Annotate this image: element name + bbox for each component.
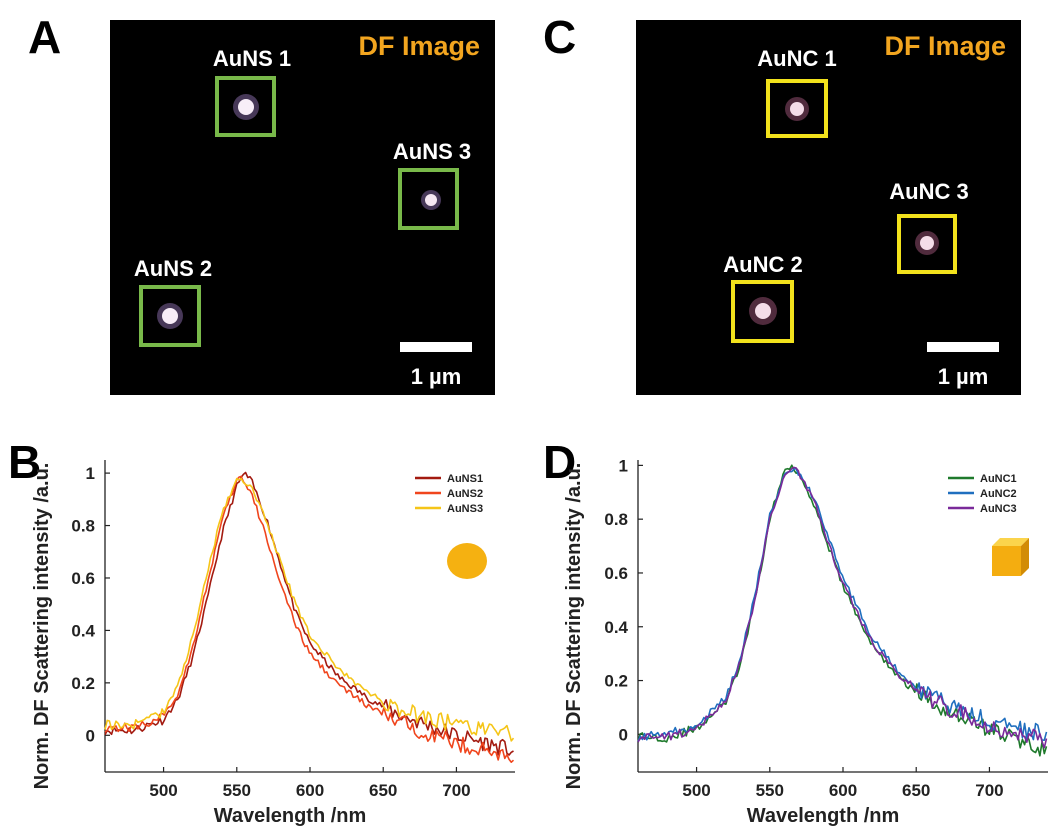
chart-b-legend: AuNS1 AuNS2 AuNS3 xyxy=(415,473,483,515)
y-tick-label: 0.8 xyxy=(71,517,95,536)
particle-label: AuNC 3 xyxy=(889,179,968,204)
y-axis-label: Norm. DF Scattering intensity /a.u. xyxy=(563,463,585,790)
y-tick-label: 0 xyxy=(619,725,628,744)
df-image-title: DF Image xyxy=(358,31,480,61)
series-line-auns3 xyxy=(104,477,515,742)
legend-label: AuNS1 xyxy=(447,473,483,485)
particle-label: AuNS 1 xyxy=(213,46,291,71)
sphere-icon xyxy=(447,543,487,579)
particle-aunc-2: AuNC 2 xyxy=(723,252,803,343)
chart-d-legend: AuNC1 AuNC2 AuNC3 xyxy=(948,473,1017,515)
legend-label: AuNS2 xyxy=(447,488,483,500)
df-image-panel-c: DF Image AuNC 1 AuNC 3 AuNC 2 1 µm xyxy=(636,20,1021,395)
selection-box xyxy=(139,285,201,347)
chart-d-axes: 500 550 600 650 700 0 0.2 0.4 0.6 0.8 1 Wavelength … xyxy=(563,456,1048,827)
y-tick-label: 0 xyxy=(86,726,95,745)
df-image-panel-a: DF Image AuNS 1 AuNS 3 AuNS 2 1 µm xyxy=(110,20,495,395)
particle-auns-3: AuNS 3 xyxy=(393,139,471,230)
scale-bar xyxy=(400,342,472,352)
x-tick-label: 500 xyxy=(682,781,710,800)
y-tick-label: 0.6 xyxy=(71,569,95,588)
selection-box xyxy=(215,76,276,137)
series-line-auns2 xyxy=(104,475,515,763)
chart-d: 500 550 600 650 700 0 0.2 0.4 0.6 0.8 1 Wavelength … xyxy=(563,456,1048,827)
x-tick-label: 650 xyxy=(902,781,930,800)
y-tick-label: 0.4 xyxy=(71,621,95,640)
panel-letter-b: B xyxy=(8,436,41,488)
legend-label: AuNS3 xyxy=(447,503,483,515)
x-axis-label: Wavelength /nm xyxy=(747,805,900,826)
legend-label: AuNC1 xyxy=(980,473,1017,485)
y-tick-label: 1 xyxy=(619,456,628,475)
legend-label: AuNC2 xyxy=(980,488,1017,500)
particle-label: AuNS 3 xyxy=(393,139,471,164)
chart-b-axes: 500 550 600 650 700 0 0.2 0.4 0.6 0.8 1 Wavelength … xyxy=(31,460,515,827)
x-tick-label: 700 xyxy=(442,781,470,800)
y-tick-label: 0.8 xyxy=(604,510,628,529)
series-line-aunc3 xyxy=(637,466,1048,749)
particle-label: AuNC 1 xyxy=(757,46,836,71)
x-tick-label: 700 xyxy=(975,781,1003,800)
legend-label: AuNC3 xyxy=(980,503,1017,515)
df-image-background xyxy=(636,20,1021,395)
x-axis-label: Wavelength /nm xyxy=(214,805,367,826)
scale-bar-label: 1 µm xyxy=(411,364,462,389)
selection-box xyxy=(731,280,794,343)
chart-b-series xyxy=(104,471,515,763)
x-tick-label: 600 xyxy=(296,781,324,800)
x-tick-label: 500 xyxy=(149,781,177,800)
selection-box xyxy=(766,79,828,138)
x-tick-label: 600 xyxy=(829,781,857,800)
y-tick-label: 0.6 xyxy=(604,564,628,583)
x-tick-label: 650 xyxy=(369,781,397,800)
x-tick-label: 550 xyxy=(756,781,784,800)
particle-label: AuNC 2 xyxy=(723,252,802,277)
series-line-aunc2 xyxy=(637,467,1048,743)
selection-box xyxy=(897,214,957,274)
particle-label: AuNS 2 xyxy=(134,256,212,281)
y-tick-label: 1 xyxy=(86,464,95,483)
cube-icon xyxy=(992,538,1029,576)
particle-aunc-1: AuNC 1 xyxy=(757,46,837,138)
panel-letter-a: A xyxy=(28,11,61,63)
scale-bar-label: 1 µm xyxy=(938,364,989,389)
y-tick-label: 0.4 xyxy=(604,618,628,637)
panel-letter-c: C xyxy=(543,11,576,63)
y-tick-label: 0.2 xyxy=(604,672,628,691)
x-tick-label: 550 xyxy=(223,781,251,800)
scale-bar xyxy=(927,342,999,352)
particle-auns-2: AuNS 2 xyxy=(134,256,212,347)
df-image-title: DF Image xyxy=(884,31,1006,61)
particle-aunc-3: AuNC 3 xyxy=(889,179,969,274)
y-tick-label: 0.2 xyxy=(71,674,95,693)
series-line-auns1 xyxy=(104,471,514,756)
particle-auns-1: AuNS 1 xyxy=(213,46,291,137)
y-axis-label: Norm. DF Scattering intensity /a.u. xyxy=(31,463,53,790)
panel-letter-d: D xyxy=(543,436,576,488)
chart-d-series xyxy=(637,464,1048,757)
chart-b: 500 550 600 650 700 0 0.2 0.4 0.6 0.8 1 Wavelength … xyxy=(31,460,515,827)
selection-box xyxy=(398,168,459,230)
